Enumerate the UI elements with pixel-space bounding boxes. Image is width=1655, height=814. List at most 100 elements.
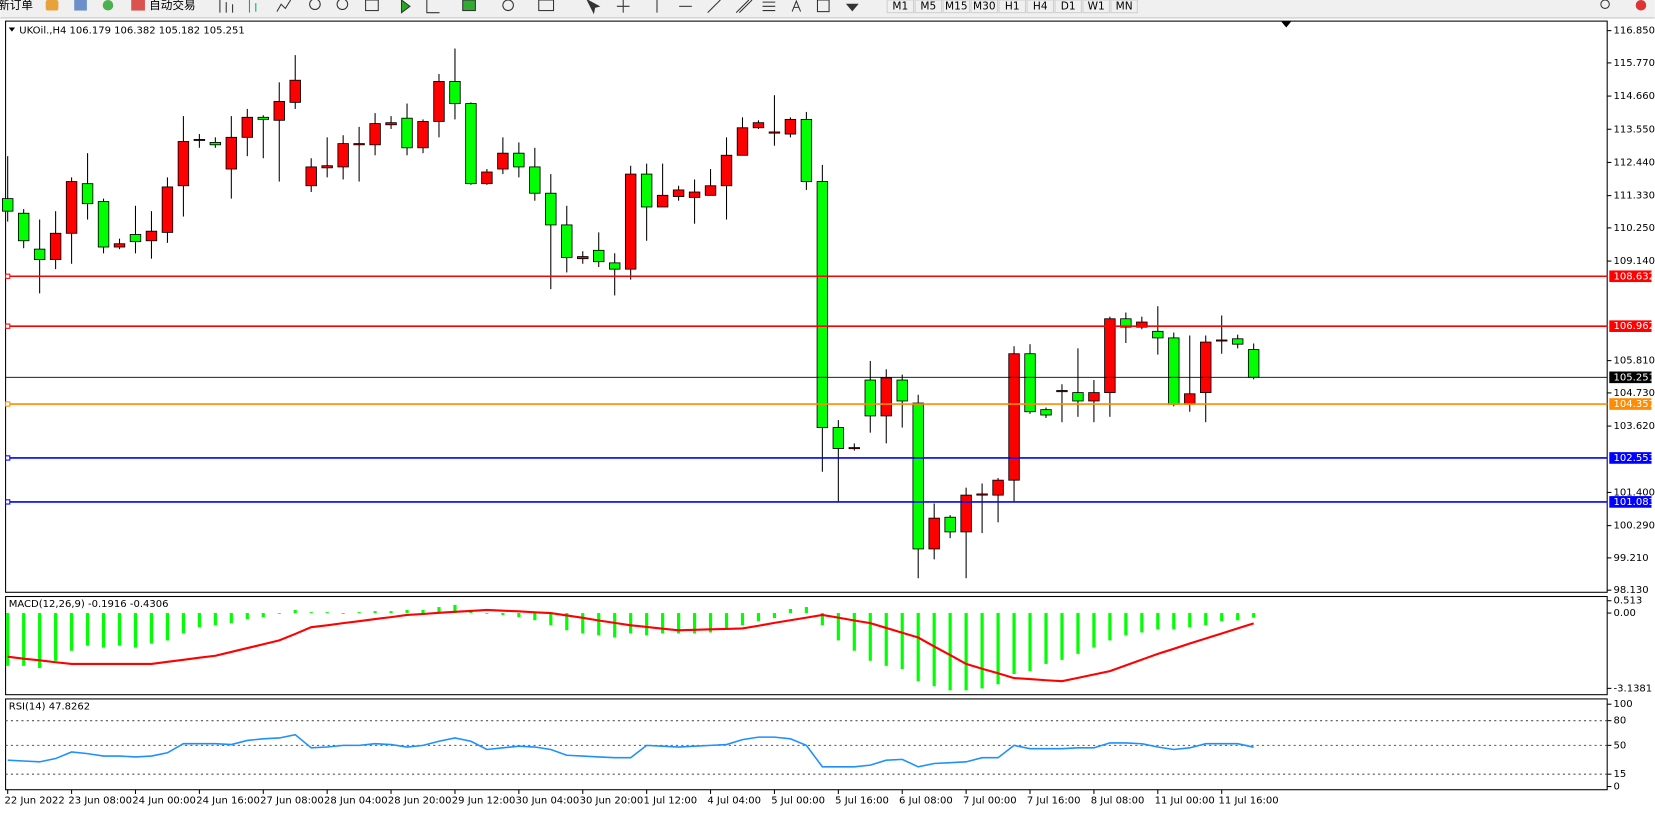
macd-bar <box>692 613 697 634</box>
periods-icon[interactable] <box>502 0 514 12</box>
bid-label-bg <box>1609 371 1652 384</box>
timeframe-label[interactable]: D1 <box>1061 0 1076 12</box>
timeframe-button[interactable] <box>970 0 999 14</box>
candle <box>1056 384 1068 423</box>
timeframe-label[interactable]: M5 <box>920 0 936 12</box>
crosshair-icon[interactable] <box>616 0 630 13</box>
label-icon[interactable] <box>816 0 830 13</box>
indicators-icon[interactable] <box>462 0 476 12</box>
candle-body <box>241 116 254 138</box>
macd-bar <box>900 613 904 669</box>
macd-bar <box>277 613 281 614</box>
y-tick-label: 15 <box>1614 769 1627 780</box>
scroll-icon[interactable] <box>400 0 411 14</box>
timeframe-button[interactable] <box>1026 0 1054 14</box>
timeframe-button[interactable] <box>914 0 943 14</box>
candle-body <box>848 447 861 450</box>
candle-body <box>449 81 461 104</box>
macd-bar <box>1156 613 1160 630</box>
candle <box>161 177 174 243</box>
shift-icon[interactable] <box>426 0 440 14</box>
candle <box>736 117 749 156</box>
macd-bar <box>1044 613 1048 664</box>
timeframe-button[interactable] <box>942 0 971 14</box>
bar-chart-icon[interactable] <box>219 0 234 13</box>
channel-icon[interactable] <box>735 0 753 14</box>
candle <box>992 478 1004 523</box>
y-tick-label: 114.660 <box>1614 91 1655 102</box>
auto-trading-button[interactable]: 自动交易 <box>149 0 195 12</box>
zoom-in-icon[interactable] <box>309 0 321 11</box>
auto-trading-icon[interactable] <box>131 0 145 11</box>
timeframe-label[interactable]: H1 <box>1005 0 1020 12</box>
macd-bar <box>421 609 425 614</box>
search-icon[interactable] <box>1600 0 1610 9</box>
line-icon[interactable] <box>276 0 292 12</box>
arrows-icon[interactable] <box>845 3 859 12</box>
macd-bar <box>1188 613 1192 628</box>
level-label: 104.357 <box>1614 399 1655 410</box>
macd-bar <box>868 613 872 661</box>
macd-bar <box>772 613 777 619</box>
timeframe-button[interactable] <box>1054 0 1082 14</box>
cursor-icon[interactable] <box>586 0 601 15</box>
fibo-icon[interactable] <box>762 1 776 12</box>
candle-body <box>337 143 349 168</box>
text-icon[interactable] <box>791 0 802 12</box>
timeframe-button[interactable] <box>1110 0 1138 14</box>
icon[interactable] <box>45 0 59 11</box>
zoom-out-icon[interactable] <box>336 0 349 11</box>
macd-bar <box>1092 613 1096 648</box>
macd-bar <box>405 609 409 614</box>
macd-bar <box>38 613 42 669</box>
notification-icon[interactable] <box>1635 0 1647 11</box>
y-tick-label: 0 <box>1614 782 1620 793</box>
candle-icon[interactable] <box>248 0 257 13</box>
level-label-bg <box>1609 452 1652 464</box>
x-tick-label: 11 Jul 00:00 <box>1155 795 1215 806</box>
x-tick-label: 28 Jun 04:00 <box>324 795 388 806</box>
timeframe-label[interactable]: W1 <box>1088 0 1105 12</box>
y-tick-label: 105.810 <box>1614 356 1655 367</box>
candle-body <box>225 136 238 170</box>
macd-bar <box>197 613 201 628</box>
candle <box>1200 335 1212 423</box>
y-tick-label: -3.1381 <box>1614 683 1653 694</box>
candle-body <box>433 81 445 122</box>
timeframe-button[interactable] <box>1082 0 1110 14</box>
new-order-button[interactable]: 新订单 <box>0 0 33 12</box>
icon[interactable] <box>74 0 87 11</box>
candle-body <box>81 183 94 205</box>
macd-bar <box>437 607 441 614</box>
candle <box>193 134 206 148</box>
candle <box>289 55 301 109</box>
macd-bar <box>740 613 745 626</box>
candle-body <box>784 118 797 135</box>
candle <box>672 185 685 201</box>
timeframe-label[interactable]: M30 <box>973 0 996 12</box>
timeframe-label[interactable]: M1 <box>892 0 908 12</box>
macd-bar <box>149 613 154 644</box>
candle-body <box>608 262 621 270</box>
level-label-bg <box>1609 398 1652 410</box>
timeframe-label[interactable]: M15 <box>945 0 968 12</box>
timeframe-label[interactable]: H4 <box>1033 0 1048 12</box>
icon[interactable] <box>102 0 114 11</box>
timeframe-button[interactable] <box>998 0 1026 14</box>
tile-icon[interactable] <box>365 0 379 12</box>
candle <box>960 487 972 579</box>
macd-bar <box>325 612 329 614</box>
trendline-icon[interactable] <box>707 0 721 14</box>
candle-body <box>1088 392 1100 402</box>
candle-body <box>561 224 573 258</box>
candle-body <box>736 127 749 156</box>
candle-body <box>1056 390 1068 393</box>
y-tick-label: 115.770 <box>1614 58 1655 69</box>
timeframe-label[interactable]: MN <box>1116 0 1133 12</box>
macd-bar <box>852 613 856 651</box>
candle-body <box>113 243 126 248</box>
candle-body <box>624 173 637 270</box>
templates-icon[interactable] <box>538 0 555 12</box>
timeframe-button[interactable] <box>886 0 915 14</box>
